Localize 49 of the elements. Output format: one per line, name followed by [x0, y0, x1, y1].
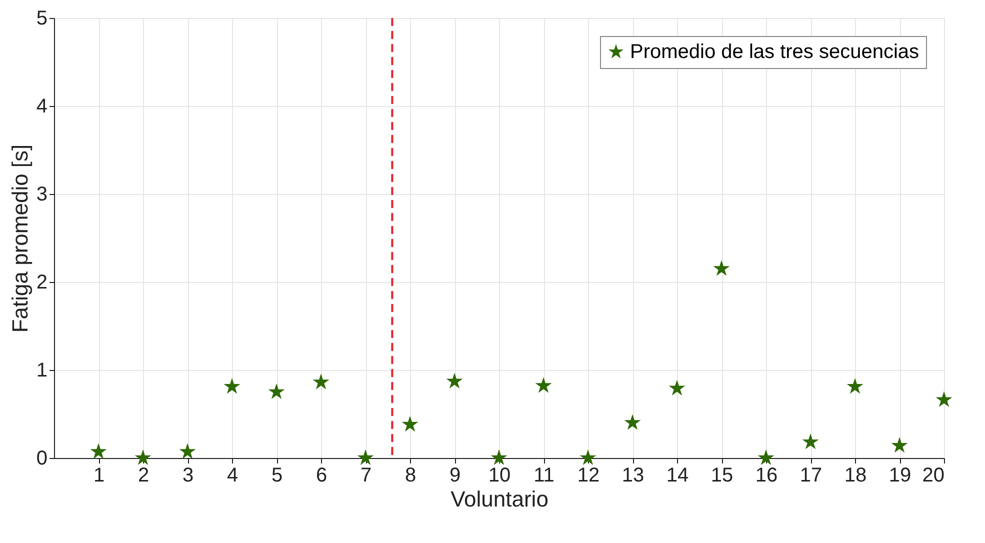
- y-tick-label: 0: [36, 448, 48, 470]
- point: [758, 449, 774, 466]
- x-tick-label: 11: [534, 464, 554, 486]
- x-tick-label: 4: [226, 464, 238, 486]
- point: [936, 391, 952, 407]
- point: [179, 443, 196, 459]
- x-tick-label: 8: [404, 464, 416, 486]
- x-tick-label: 10: [488, 464, 511, 486]
- x-tick-label: 12: [577, 464, 600, 486]
- x-tick-label: 5: [271, 464, 283, 486]
- point: [713, 260, 730, 276]
- x-tick-label: 15: [710, 464, 734, 486]
- point: [891, 437, 908, 453]
- x-tick-label: 1: [93, 464, 105, 486]
- y-tick-label: 3: [36, 184, 48, 206]
- x-tick-label: 13: [622, 464, 644, 486]
- point: [312, 374, 330, 390]
- point: [535, 377, 552, 393]
- y-tick-label: 5: [36, 8, 48, 30]
- point: [490, 449, 508, 466]
- y-tick-label: 1: [36, 360, 48, 382]
- y-axis-title: Fatiga promedio [s]: [7, 144, 32, 333]
- legend-label: Promedio de las tres secuencias: [630, 41, 920, 63]
- point: [668, 380, 686, 396]
- point: [846, 378, 864, 394]
- x-tick-label: 18: [844, 464, 867, 486]
- x-tick-label: 9: [449, 464, 461, 486]
- point: [802, 434, 819, 450]
- point: [224, 378, 240, 394]
- x-tick-label: 14: [666, 464, 689, 486]
- point: [268, 383, 285, 400]
- x-tick-label: 7: [360, 464, 372, 486]
- x-axis-title: Voluntario: [450, 486, 548, 512]
- point: [624, 414, 641, 430]
- x-tick-label: 2: [138, 464, 150, 486]
- x-tick-label: 6: [316, 464, 328, 486]
- point: [580, 449, 596, 466]
- point: [446, 372, 463, 388]
- y-tick-label: 2: [36, 272, 48, 294]
- x-tick-label: 19: [888, 464, 912, 486]
- point: [402, 416, 418, 432]
- point: [90, 443, 107, 459]
- x-tick-label: 16: [755, 464, 778, 486]
- x-tick-label: 20: [922, 464, 944, 486]
- y-tick-label: 4: [36, 96, 48, 118]
- point: [134, 449, 152, 466]
- x-tick-label: 17: [800, 464, 822, 486]
- x-tick-label: 3: [182, 464, 194, 486]
- point: [357, 449, 374, 466]
